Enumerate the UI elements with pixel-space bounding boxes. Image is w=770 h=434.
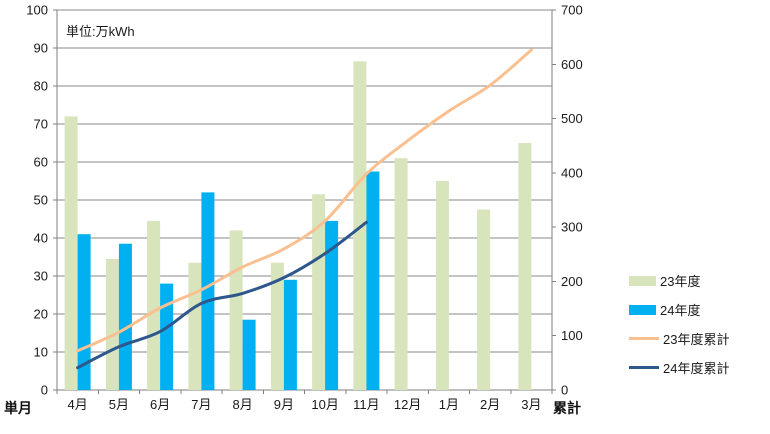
bar-24年度-6月 — [160, 283, 174, 390]
tick-label: 2月 — [480, 397, 500, 412]
line-24年度累計 — [76, 220, 368, 370]
x-axis: 4月 5月 6月 7月 8月 9月 10月 11月 12月 1月 2月 3月 — [56, 390, 553, 412]
tick-label: 80 — [34, 79, 48, 94]
tick-label: 40 — [34, 231, 48, 246]
bar-24年度-5月 — [118, 243, 132, 390]
tick-label: 90 — [34, 41, 48, 56]
legend-label: 23年度 — [660, 274, 701, 289]
unit-annotation: 単位:万kWh — [66, 24, 135, 39]
tick-label: 60 — [34, 155, 48, 170]
left-axis: 0 10 20 30 40 50 60 70 80 90 100 — [26, 3, 57, 398]
tick-label: 0 — [41, 383, 48, 398]
tick-label: 300 — [561, 220, 583, 235]
right-axis-title: 累計 — [553, 400, 581, 416]
tick-label: 8月 — [232, 397, 252, 412]
chart-legend: 23年度 24年度 23年度累計 24年度累計 — [629, 266, 729, 382]
tick-label: 11月 — [353, 397, 380, 412]
bar-23年度-7月 — [188, 262, 202, 390]
tick-label: 7月 — [191, 397, 211, 412]
tick-label: 9月 — [274, 397, 294, 412]
legend-label: 24年度 — [660, 303, 701, 318]
line-series-23年度累計 — [76, 48, 533, 353]
bar-23年度-10月 — [312, 194, 326, 390]
tick-label: 400 — [561, 165, 583, 180]
tick-label: 50 — [34, 193, 48, 208]
bar-24年度-8月 — [242, 319, 256, 390]
bar-24年度-9月 — [283, 279, 297, 390]
bar-23年度-1月 — [435, 181, 449, 390]
tick-label: 0 — [561, 383, 568, 398]
bars-24年度 — [77, 171, 380, 390]
tick-label: 3月 — [521, 397, 541, 412]
tick-label: 70 — [34, 117, 48, 132]
tick-label: 10 — [34, 345, 48, 360]
legend-item-24nendo-cumulative: 24年度累計 — [629, 353, 729, 382]
bar-24年度-7月 — [201, 192, 215, 390]
bar-23年度-2月 — [477, 209, 491, 390]
right-axis: 0 100 200 300 400 500 600 700 — [552, 3, 583, 398]
tick-label: 100 — [26, 3, 48, 18]
line-23年度累計 — [76, 48, 533, 353]
tick-label: 10月 — [311, 397, 338, 412]
legend-item-23nendo-cumulative: 23年度累計 — [629, 324, 729, 353]
tick-label: 5月 — [109, 397, 129, 412]
bar-23年度-8月 — [229, 230, 243, 390]
legend-swatch-bar-blue — [629, 304, 656, 315]
bar-23年度-12月 — [394, 158, 408, 390]
tick-label: 6月 — [150, 397, 170, 412]
legend-swatch-line-navy — [629, 366, 659, 369]
legend-label: 23年度累計 — [663, 332, 730, 347]
tick-label: 30 — [34, 269, 48, 284]
legend-label: 24年度累計 — [663, 361, 730, 376]
bar-24年度-10月 — [325, 220, 339, 390]
legend-swatch-line-orange — [629, 337, 659, 340]
bar-23年度-9月 — [270, 262, 284, 390]
tick-label: 500 — [561, 111, 583, 126]
legend-swatch-bar-green — [629, 275, 656, 286]
tick-label: 12月 — [394, 397, 421, 412]
bar-23年度-6月 — [147, 220, 161, 390]
legend-item-24nendo: 24年度 — [629, 295, 729, 324]
bar-23年度-5月 — [105, 258, 119, 390]
tick-label: 200 — [561, 274, 583, 289]
bar-24年度-11月 — [366, 171, 380, 390]
left-axis-title: 単月 — [4, 400, 32, 416]
tick-label: 1月 — [439, 397, 459, 412]
tick-label: 100 — [561, 328, 583, 343]
tick-label: 4月 — [67, 397, 87, 412]
legend-item-23nendo: 23年度 — [629, 266, 729, 295]
tick-label: 700 — [561, 3, 583, 18]
bar-23年度-4月 — [64, 116, 78, 391]
tick-label: 20 — [34, 307, 48, 322]
tick-label: 600 — [561, 57, 583, 72]
line-series-24年度累計 — [76, 220, 368, 370]
bar-23年度-3月 — [518, 143, 532, 390]
